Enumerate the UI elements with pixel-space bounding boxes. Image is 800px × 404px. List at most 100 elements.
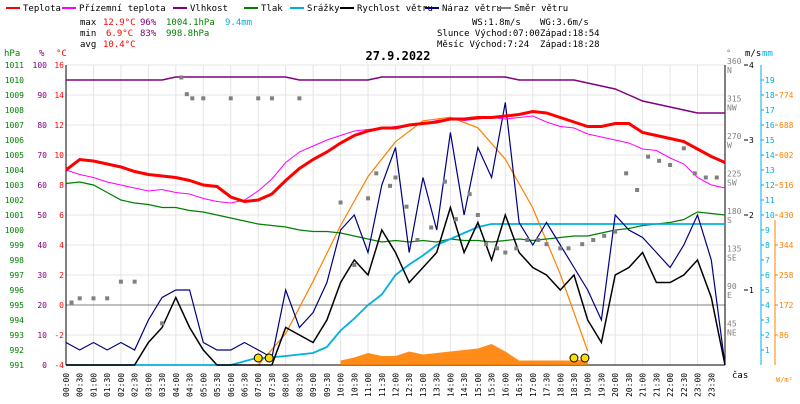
x-tick-label: 04:00 — [172, 373, 181, 397]
mm-tick-label: 7 — [765, 256, 770, 265]
x-tick-label: 16:30 — [515, 373, 524, 397]
x-tick-label: 23:30 — [707, 373, 716, 397]
axis-title-dir: ° — [726, 49, 731, 59]
y-tick-label: 1002 — [5, 196, 24, 205]
wind-direction-point — [525, 238, 530, 242]
ms-tick-label: 2 — [749, 211, 754, 220]
mm-tick-label: 5 — [765, 286, 770, 295]
y-tick-label: 994 — [10, 316, 25, 325]
wind-direction-point — [91, 296, 96, 301]
wind-direction-point — [374, 171, 379, 176]
y-tick-label: 996 — [10, 286, 25, 295]
wind-direction-point — [269, 96, 274, 101]
dir-tick-label: 90 — [727, 282, 737, 291]
legend: Teplota Přízemní teplota Vlhkost Tlak Srážky… — [6, 4, 568, 14]
x-tick-label: 19:00 — [584, 373, 593, 397]
sun-moon-marker — [264, 353, 274, 363]
dir-tick-label: 135 — [727, 245, 742, 254]
legend-label: Tlak — [261, 4, 283, 14]
x-tick-label: 18:00 — [556, 373, 565, 397]
wind-direction-point — [536, 238, 541, 242]
y-tick-label: 80 — [37, 121, 47, 130]
x-tick-label: 18:30 — [570, 373, 579, 397]
axis-title-temp: °C — [56, 49, 67, 59]
dir-tick-compass: SW — [727, 179, 737, 188]
dir-tick-label: 225 — [727, 170, 742, 179]
x-tick-label: 13:00 — [419, 373, 428, 397]
dir-tick-label: 360 — [727, 57, 742, 66]
x-tick-label: 09:30 — [323, 373, 332, 397]
mm-tick-label: 8 — [765, 241, 770, 250]
chart-title: 27.9.2022 — [365, 49, 430, 63]
wm2-tick-label: 172 — [779, 301, 794, 310]
wind-direction-point — [338, 200, 343, 205]
mm-tick-label: 3 — [765, 316, 770, 325]
stat-max-press: 1004.1hPa — [166, 18, 215, 28]
wind-direction-point — [580, 242, 585, 247]
legend-label: Rychlost větru — [357, 4, 433, 14]
stat-min-temp: 6.9°C — [106, 29, 133, 39]
wind-direction-point — [602, 233, 607, 238]
wm2-tick-label: 344 — [779, 241, 794, 250]
dir-tick-compass: SE — [727, 254, 737, 263]
y-tick-label: 1006 — [5, 136, 24, 145]
x-tick-label: 04:30 — [186, 373, 195, 397]
mm-tick-label: 9 — [765, 226, 770, 235]
stat-min-label: min — [80, 29, 96, 39]
wind-direction-point — [256, 96, 261, 101]
info-moon-set: Západ:18:28 — [540, 40, 600, 50]
axis-titles: hPa % °C ° m/s mm W/m² čas — [4, 49, 793, 384]
axis-title-hpa: hPa — [4, 49, 20, 59]
mm-tick-label: 6 — [765, 271, 770, 280]
wind-direction-point — [404, 204, 409, 209]
ms-tick-label: 1 — [749, 286, 754, 295]
wind-direction-point — [201, 96, 206, 101]
dir-tick-compass: NE — [727, 329, 737, 338]
info-sun: Slunce Východ:07:00 — [437, 29, 540, 39]
y-tick-label: 991 — [10, 361, 25, 370]
wind-direction-point — [681, 146, 686, 151]
series-rain-intensity — [340, 344, 588, 365]
sun-moon-marker — [580, 353, 590, 363]
wm2-tick-label: 86 — [779, 331, 789, 340]
mm-tick-label: 10 — [765, 211, 775, 220]
sun-moon-marker — [569, 353, 579, 363]
series-rain — [66, 223, 725, 366]
wind-direction-point — [453, 217, 458, 222]
wind-direction-point — [179, 75, 184, 80]
wind-direction-point — [692, 171, 697, 176]
y-tick-label: 20 — [37, 301, 47, 310]
mm-tick-label: 2 — [765, 331, 770, 340]
y-tick-label: -2 — [54, 331, 64, 340]
y-tick-label: 1008 — [5, 106, 24, 115]
wind-direction-point — [442, 179, 447, 184]
series-gust — [65, 102, 726, 366]
series — [65, 75, 726, 366]
x-tick-label: 16:00 — [501, 373, 510, 397]
stats-block: max 12.9°C 96% 1004.1hPa 9.4mm min 6.9°C… — [80, 18, 252, 50]
mm-tick-label: 12 — [765, 181, 775, 190]
stat-avg-temp: 10.4°C — [103, 40, 136, 50]
x-tick-label: 07:30 — [268, 373, 277, 397]
x-tick-label: 11:30 — [378, 373, 387, 397]
series-solar — [257, 116, 589, 366]
wind-direction-point — [475, 213, 480, 217]
y-tick-label: 10 — [54, 151, 64, 160]
y-tick-label: 995 — [10, 301, 25, 310]
dir-tick-label: 180 — [727, 207, 742, 216]
mm-tick-label: 1 — [765, 346, 770, 355]
y-tick-label: 60 — [37, 181, 47, 190]
y-tick-label: 992 — [10, 346, 25, 355]
dir-tick-label: 270 — [727, 132, 742, 141]
y-tick-label: 90 — [37, 91, 47, 100]
x-tick-label: 13:30 — [433, 373, 442, 397]
x-tick-label: 03:30 — [158, 373, 167, 397]
wind-direction-point — [467, 192, 472, 197]
x-tick-label: 21:00 — [639, 373, 648, 397]
wind-direction-point — [566, 246, 571, 251]
stat-max-temp: 12.9°C — [103, 18, 136, 28]
stat-max-label: max — [80, 18, 97, 28]
x-axis-label: čas — [732, 370, 748, 381]
x-tick-label: 10:00 — [337, 373, 346, 397]
